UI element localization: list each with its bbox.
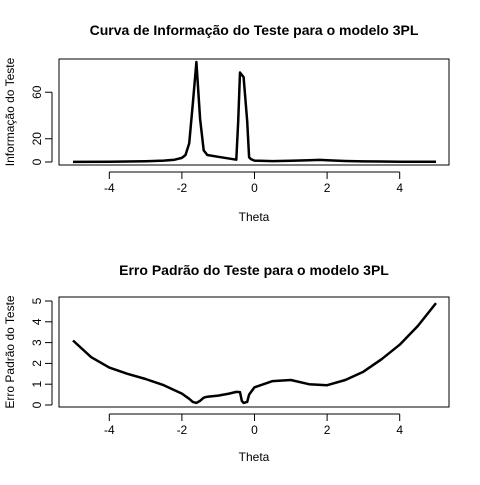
standard-error-y-tick-label: 3 <box>30 339 44 346</box>
standard-error-y-tick-label: 0 <box>30 401 44 408</box>
information-x-tick-label: 2 <box>324 181 331 195</box>
standard-error-y-tick-label: 1 <box>30 381 44 388</box>
standard-error-panel: Erro Padrão do Teste para o modelo 3PL -… <box>3 262 450 464</box>
standard-error-y-axis: 0 1 2 3 4 5 <box>30 297 53 408</box>
standard-error-x-tick-label: -2 <box>177 423 188 437</box>
information-x-tick-label: 4 <box>396 181 403 195</box>
standard-error-x-tick-label: 0 <box>251 423 258 437</box>
information-panel: Curva de Informação do Teste para o mode… <box>3 22 450 224</box>
information-x-axis: -4 -2 0 2 4 <box>104 171 403 195</box>
information-x-tick-label: -2 <box>177 181 188 195</box>
standard-error-y-tick-label: 5 <box>30 297 44 304</box>
information-title: Curva de Informação do Teste para o mode… <box>90 22 419 38</box>
standard-error-curve <box>72 302 437 405</box>
standard-error-y-label: Erro Padrão do Teste <box>3 295 17 409</box>
information-x-tick-label: -4 <box>104 181 115 195</box>
standard-error-x-axis: -4 -2 0 2 4 <box>104 413 403 437</box>
standard-error-plot-box <box>58 296 450 408</box>
information-x-tick-label: 0 <box>251 181 258 195</box>
standard-error-y-tick-label: 2 <box>30 360 44 367</box>
information-y-label: Informação do Teste <box>3 57 17 166</box>
information-y-axis: 0 20 60 <box>30 85 53 165</box>
standard-error-y-tick-label: 4 <box>30 318 44 325</box>
information-x-label: Theta <box>239 210 270 224</box>
standard-error-x-tick-label: 2 <box>324 423 331 437</box>
standard-error-x-tick-label: 4 <box>396 423 403 437</box>
information-y-tick-label: 0 <box>30 158 44 165</box>
information-curve <box>72 60 437 164</box>
information-y-tick-label: 60 <box>30 85 44 99</box>
standard-error-title: Erro Padrão do Teste para o modelo 3PL <box>119 262 389 278</box>
information-y-tick-label: 20 <box>30 132 44 146</box>
information-plot-box <box>58 58 450 166</box>
standard-error-x-label: Theta <box>239 450 270 464</box>
standard-error-x-tick-label: -4 <box>104 423 115 437</box>
